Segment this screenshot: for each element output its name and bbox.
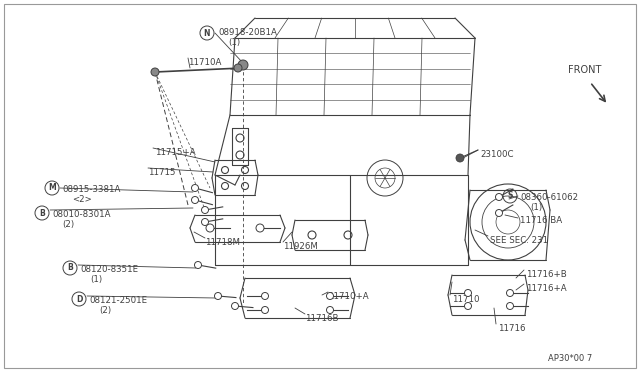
Text: (1): (1) [90, 275, 102, 284]
Circle shape [232, 302, 239, 310]
Text: 11716: 11716 [498, 324, 525, 333]
Text: AP30*00 7: AP30*00 7 [548, 354, 592, 363]
Circle shape [214, 292, 221, 299]
Circle shape [495, 193, 502, 201]
Text: S: S [508, 192, 513, 201]
Circle shape [326, 307, 333, 314]
Text: (2): (2) [99, 306, 111, 315]
Text: (2): (2) [62, 220, 74, 229]
Circle shape [506, 302, 513, 310]
Text: (1): (1) [228, 38, 240, 47]
Text: B: B [39, 208, 45, 218]
Text: 11716+B: 11716+B [526, 270, 567, 279]
Text: M: M [48, 183, 56, 192]
Circle shape [206, 224, 214, 232]
Text: SEE SEC. 231: SEE SEC. 231 [490, 236, 548, 245]
Circle shape [191, 185, 198, 192]
Circle shape [202, 206, 209, 214]
Text: 11718M: 11718M [205, 238, 240, 247]
Text: 08360-61062: 08360-61062 [520, 193, 578, 202]
Text: 11926M: 11926M [283, 242, 318, 251]
Circle shape [326, 292, 333, 299]
Text: 11716 BA: 11716 BA [520, 216, 562, 225]
Text: 23100C: 23100C [480, 150, 513, 159]
Circle shape [465, 289, 472, 296]
Text: 11716+A: 11716+A [526, 284, 566, 293]
Circle shape [262, 292, 269, 299]
Text: FRONT: FRONT [568, 65, 602, 75]
Circle shape [234, 64, 242, 72]
Text: <2>: <2> [72, 195, 92, 204]
Text: 11715+A: 11715+A [155, 148, 196, 157]
Circle shape [256, 224, 264, 232]
Text: 11710: 11710 [452, 295, 479, 304]
Circle shape [456, 154, 464, 162]
Circle shape [202, 218, 209, 225]
Text: 11715: 11715 [148, 168, 175, 177]
Text: 08121-2501E: 08121-2501E [89, 296, 147, 305]
Circle shape [506, 289, 513, 296]
Text: 11710A: 11710A [188, 58, 221, 67]
Text: N: N [204, 29, 211, 38]
Text: 11716B: 11716B [305, 314, 339, 323]
Text: D: D [76, 295, 82, 304]
Circle shape [191, 196, 198, 203]
Text: 08918-20B1A: 08918-20B1A [218, 28, 277, 37]
Circle shape [262, 307, 269, 314]
Text: 08120-8351E: 08120-8351E [80, 265, 138, 274]
Text: 11710+A: 11710+A [328, 292, 369, 301]
Text: 08915-3381A: 08915-3381A [62, 185, 120, 194]
Circle shape [465, 302, 472, 310]
Text: 08010-8301A: 08010-8301A [52, 210, 111, 219]
Circle shape [495, 209, 502, 217]
Circle shape [195, 262, 202, 269]
Text: (1): (1) [530, 203, 542, 212]
Circle shape [151, 68, 159, 76]
Text: B: B [67, 263, 73, 273]
Circle shape [238, 60, 248, 70]
